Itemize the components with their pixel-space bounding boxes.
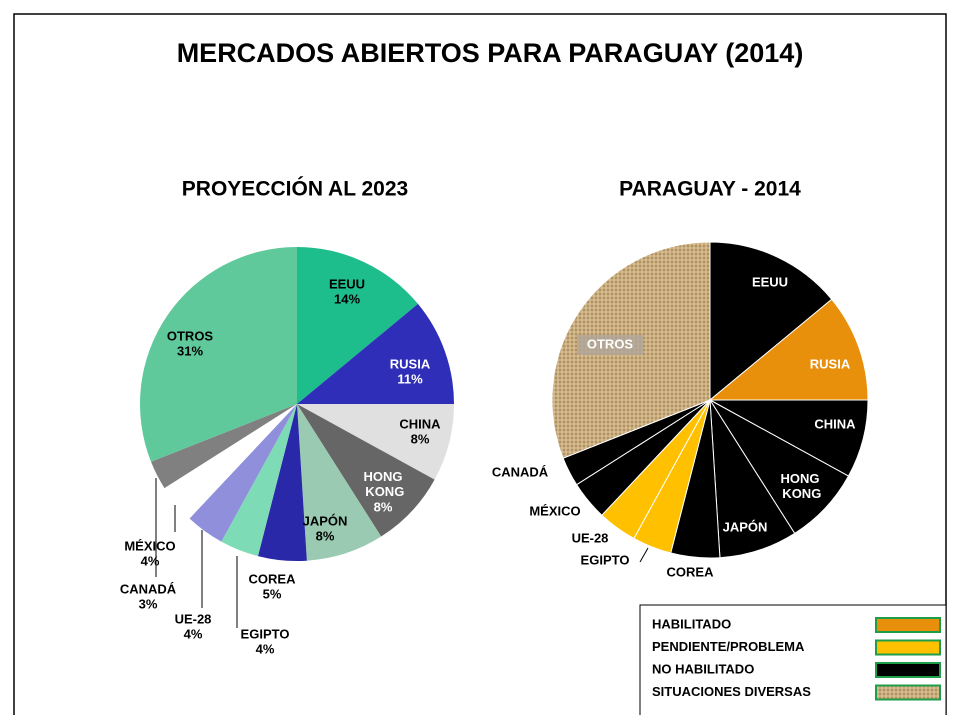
pie-slice: [139, 247, 297, 462]
slice-label: COREA: [667, 564, 715, 579]
slice-label: MÉXICO: [529, 503, 580, 518]
pie-slice: [189, 404, 297, 542]
pie-slice: [708, 298, 869, 401]
slice-label: EGIPTO: [241, 626, 290, 641]
pie-slice: [164, 404, 297, 519]
slice-label: COREA: [249, 571, 297, 586]
slice-label: JAPÓN: [303, 513, 348, 528]
slice-label: EEUU: [752, 274, 788, 289]
slice-label: CANADÁ: [492, 464, 549, 479]
pie-slice: [297, 404, 454, 480]
slice-label: RUSIA: [390, 356, 431, 371]
legend-label: PENDIENTE/PROBLEMA: [652, 639, 805, 654]
legend-swatch: [875, 684, 941, 701]
value-label: 8%: [316, 528, 335, 543]
value-label: 4%: [184, 626, 203, 641]
page-title: MERCADOS ABIERTOS PARA PARAGUAY (2014): [177, 38, 804, 68]
leader-line: [639, 547, 649, 563]
legend-label: NO HABILITADO: [652, 661, 754, 676]
slice-label: HONG KONG: [779, 471, 822, 501]
value-label: 11%: [397, 371, 423, 386]
pie-slice: [257, 404, 307, 561]
slice-label: OTROS: [587, 336, 634, 351]
legend-swatch: [875, 639, 941, 656]
frame: [13, 13, 947, 715]
value-label: 4%: [141, 553, 160, 568]
pie-slice: [297, 247, 418, 404]
slice-label: CHINA: [399, 416, 441, 431]
pie-slice: [221, 404, 297, 557]
value-label: 8%: [411, 431, 430, 446]
slice-label: EEUU: [329, 276, 365, 291]
slice-label: JAPÓN: [723, 519, 768, 534]
slice-label: EGIPTO: [581, 552, 630, 567]
value-label: 14%: [334, 291, 360, 306]
legend-swatch: [875, 617, 941, 633]
slice-label: UE-28: [175, 611, 212, 626]
legend-swatch: [875, 662, 941, 678]
value-label: 3%: [139, 596, 158, 611]
slice-label: OTROS: [167, 328, 214, 343]
pie-slice: [297, 404, 435, 537]
slice-label: MÉXICO: [124, 538, 175, 553]
chart-title: PARAGUAY - 2014: [619, 178, 801, 201]
slice-label: UE-28: [572, 530, 609, 545]
slice-label: HONG KONG: [362, 469, 405, 499]
value-label: 5%: [263, 586, 282, 601]
pie-slice: [151, 404, 297, 489]
value-label: 31%: [177, 343, 203, 358]
slice-label: CANADÁ: [120, 581, 177, 596]
pie-slice: [297, 303, 454, 404]
label-bg: [577, 335, 643, 355]
legend-label: HABILITADO: [652, 616, 731, 631]
legend-label: SITUACIONES DIVERSAS: [652, 684, 811, 699]
pie-slice: [297, 404, 382, 561]
slice-label: CHINA: [814, 416, 856, 431]
slice-label: RUSIA: [810, 356, 851, 371]
chart-title: PROYECCIÓN AL 2023: [182, 177, 408, 201]
pie-slice: [709, 241, 833, 402]
value-label: 4%: [256, 641, 275, 656]
value-label: 8%: [374, 499, 393, 514]
